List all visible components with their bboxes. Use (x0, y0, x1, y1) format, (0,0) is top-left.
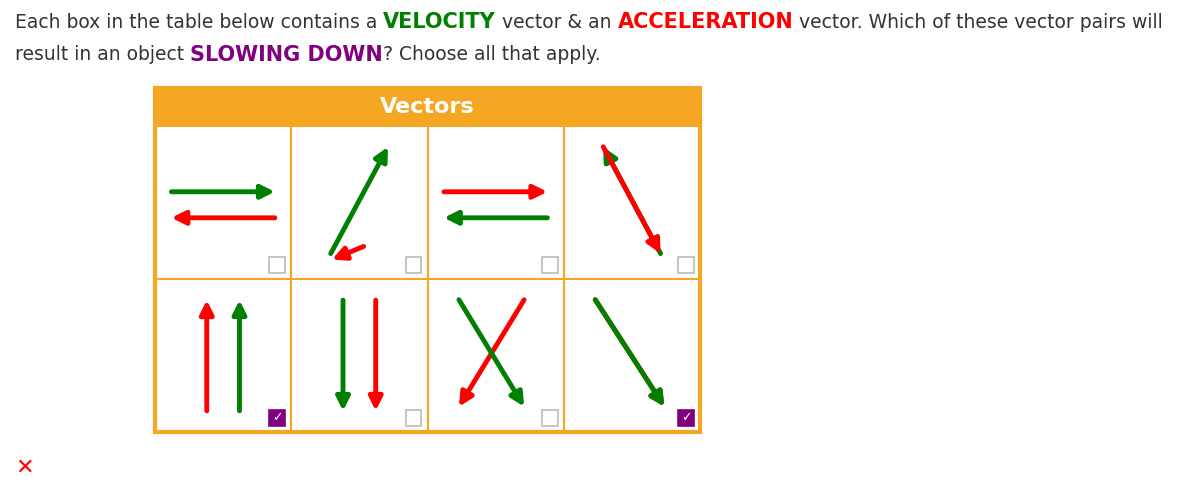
Bar (155, 126, 292, 279)
Text: vector & an: vector & an (496, 12, 618, 31)
Bar (541, 410, 558, 426)
Bar (678, 410, 694, 426)
Bar (564, 279, 700, 432)
Text: vector. Which of these vector pairs will: vector. Which of these vector pairs will (793, 12, 1163, 31)
Text: SLOWING DOWN: SLOWING DOWN (190, 45, 383, 65)
Text: ACCELERATION: ACCELERATION (618, 12, 793, 32)
Bar (155, 88, 700, 432)
Text: ✓: ✓ (680, 412, 691, 424)
Bar (269, 410, 286, 426)
Text: ? Choose all that apply.: ? Choose all that apply. (383, 46, 600, 65)
Text: ✕: ✕ (14, 458, 34, 478)
Bar (427, 126, 564, 279)
Bar (406, 410, 421, 426)
Text: Each box in the table below contains a: Each box in the table below contains a (14, 12, 383, 31)
Bar (292, 126, 427, 279)
Bar (564, 126, 700, 279)
Bar (427, 279, 564, 432)
Bar (678, 257, 694, 273)
Text: VELOCITY: VELOCITY (383, 12, 496, 32)
Bar (155, 88, 700, 126)
Text: result in an object: result in an object (14, 46, 190, 65)
Bar (269, 257, 286, 273)
Bar (406, 257, 421, 273)
Text: Vectors: Vectors (380, 97, 475, 117)
Bar (541, 257, 558, 273)
Bar (155, 279, 292, 432)
Text: ✓: ✓ (272, 412, 282, 424)
Bar (292, 279, 427, 432)
